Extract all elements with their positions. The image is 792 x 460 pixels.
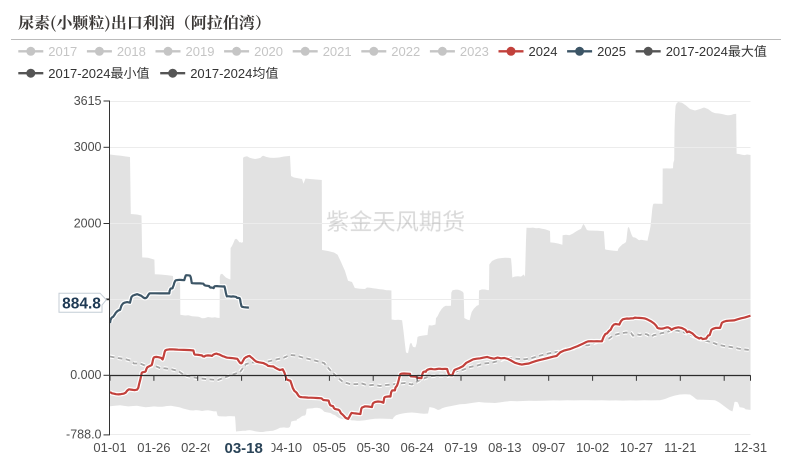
svg-text:-788.0: -788.0 (66, 428, 101, 442)
svg-text:2017-2024: 2017-2024 (666, 44, 728, 59)
svg-text:05-05: 05-05 (313, 440, 346, 455)
svg-text:10-02: 10-02 (576, 440, 609, 455)
svg-text:2023: 2023 (460, 44, 489, 59)
svg-text:03-18: 03-18 (225, 440, 263, 457)
svg-text:3000: 3000 (74, 140, 102, 154)
svg-text:2025: 2025 (597, 44, 626, 59)
svg-text:2022: 2022 (391, 44, 420, 59)
svg-text:07-19: 07-19 (444, 440, 477, 455)
svg-text:09-07: 09-07 (532, 440, 565, 455)
svg-text:11-21: 11-21 (664, 440, 696, 455)
svg-text:10-27: 10-27 (620, 440, 653, 455)
svg-text:2018: 2018 (117, 44, 146, 59)
svg-text:2017-2024: 2017-2024 (190, 66, 252, 81)
svg-text:2000: 2000 (74, 216, 102, 230)
svg-text:04-10: 04-10 (269, 440, 302, 455)
svg-text:01-26: 01-26 (137, 440, 170, 455)
svg-text:2019: 2019 (186, 44, 215, 59)
svg-text:02-20: 02-20 (181, 440, 214, 455)
svg-text:05-30: 05-30 (357, 440, 390, 455)
svg-text:06-24: 06-24 (400, 440, 433, 455)
svg-text:884.8: 884.8 (62, 295, 101, 312)
svg-text:0.000: 0.000 (70, 368, 101, 382)
svg-text:2017: 2017 (48, 44, 77, 59)
svg-text:12-31: 12-31 (734, 440, 767, 455)
svg-text:2017-2024: 2017-2024 (48, 66, 110, 81)
svg-text:2024: 2024 (529, 44, 558, 59)
svg-text:2021: 2021 (323, 44, 352, 59)
svg-text:08-13: 08-13 (488, 440, 521, 455)
svg-text:2020: 2020 (254, 44, 283, 59)
svg-text:01-01: 01-01 (93, 440, 126, 455)
svg-text:3615: 3615 (74, 94, 102, 108)
